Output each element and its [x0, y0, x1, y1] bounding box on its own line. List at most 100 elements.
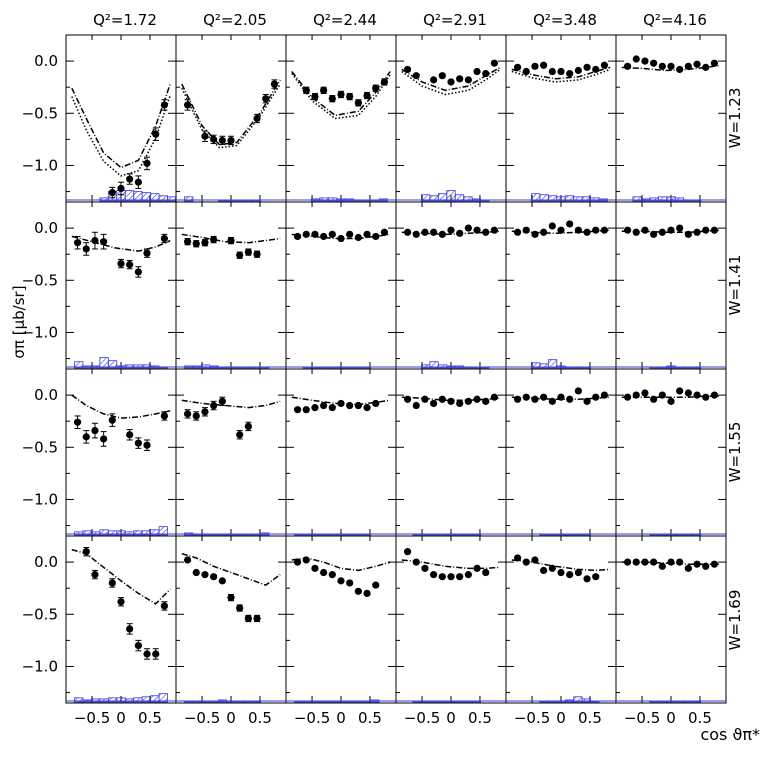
data-point — [328, 230, 336, 238]
systematic-bar — [344, 700, 355, 703]
data-point — [650, 230, 658, 238]
data-point — [623, 558, 632, 566]
systematic-bar — [463, 700, 473, 703]
data-point — [592, 65, 600, 74]
data-point — [447, 573, 455, 581]
systematic-bar — [590, 197, 600, 202]
systematic-bar — [691, 366, 702, 369]
systematic-bar — [192, 700, 202, 703]
data-point — [464, 224, 472, 232]
systematic-bar — [243, 700, 253, 703]
data-point — [430, 228, 438, 236]
data-point — [302, 86, 310, 94]
systematic-bar — [226, 366, 236, 369]
data-point — [658, 228, 666, 236]
data-point — [354, 233, 362, 242]
systematic-bar — [82, 530, 92, 536]
data-point — [482, 397, 490, 405]
data-point — [328, 404, 336, 412]
systematic-bar — [158, 195, 168, 202]
systematic-bar — [547, 700, 558, 703]
systematic-bar — [336, 533, 346, 536]
data-point — [641, 558, 649, 566]
systematic-bar — [158, 526, 168, 536]
systematic-bar — [217, 366, 228, 369]
systematic-bar — [674, 700, 685, 703]
data-point — [540, 393, 548, 401]
data-point — [684, 230, 692, 238]
panel — [615, 34, 727, 203]
data-point — [311, 404, 319, 412]
systematic-bar — [674, 197, 685, 202]
data-point — [473, 67, 481, 76]
data-point — [346, 579, 354, 587]
data-point — [354, 401, 362, 410]
data-point — [641, 226, 649, 234]
systematic-bar — [74, 697, 84, 703]
data-point — [108, 416, 116, 424]
panel-frame — [285, 368, 397, 537]
data-point — [676, 224, 684, 232]
systematic-bar — [124, 364, 135, 369]
data-point — [566, 220, 574, 228]
y-tick-label: −0.5 — [22, 271, 58, 289]
data-point — [566, 395, 574, 403]
systematic-bar — [141, 530, 152, 536]
data-point — [667, 226, 675, 234]
data-point — [354, 587, 362, 595]
data-point — [183, 101, 192, 109]
panel: −0.5 0 0.5 — [615, 535, 727, 727]
panel — [175, 34, 287, 203]
x-axis-label: cos ϑπ* — [700, 725, 760, 744]
systematic-bar — [310, 700, 321, 703]
systematic-bar — [454, 194, 465, 202]
data-point — [513, 395, 522, 403]
systematic-bar — [657, 366, 668, 369]
systematic-bar — [234, 700, 245, 703]
systematic-bar — [454, 365, 465, 369]
data-point — [693, 560, 701, 568]
data-point — [210, 573, 218, 581]
data-point — [482, 228, 490, 236]
q2-label: Q²=2.05 — [203, 11, 267, 29]
data-point — [126, 175, 134, 183]
systematic-bar — [463, 196, 473, 202]
data-point — [134, 439, 142, 447]
data-point — [574, 66, 582, 75]
model-curve — [401, 66, 501, 92]
data-point — [710, 391, 719, 399]
data-point — [490, 393, 499, 401]
systematic-bar — [649, 700, 659, 703]
systematic-bar — [327, 197, 338, 202]
systematic-bar — [530, 193, 541, 202]
systematic-bar — [471, 700, 482, 703]
panel — [615, 368, 727, 537]
systematic-bar — [683, 199, 693, 202]
systematic-bar — [99, 197, 109, 202]
systematic-bar — [150, 695, 160, 703]
systematic-bar — [683, 366, 693, 369]
panel: −0.5 0 0.5 — [395, 535, 507, 727]
data-point — [403, 65, 412, 74]
data-point — [684, 389, 692, 397]
data-point — [667, 558, 675, 566]
data-point — [210, 401, 218, 410]
data-point — [623, 62, 632, 70]
systematic-bar — [539, 194, 549, 202]
data-point — [201, 132, 209, 140]
data-point — [540, 61, 548, 69]
data-point — [623, 393, 632, 401]
systematic-bar — [429, 195, 439, 202]
data-point — [522, 226, 530, 234]
data-point — [684, 564, 692, 572]
systematic-bar — [158, 693, 168, 703]
x-tick-label: −0.5 — [184, 709, 220, 727]
systematic-bar — [573, 533, 583, 536]
systematic-bar — [539, 363, 549, 369]
data-point — [311, 92, 319, 101]
panel: −0.5 0 0.5 — [175, 535, 287, 727]
systematic-bar — [581, 196, 592, 202]
data-point — [456, 229, 464, 237]
systematic-bar — [99, 698, 109, 703]
